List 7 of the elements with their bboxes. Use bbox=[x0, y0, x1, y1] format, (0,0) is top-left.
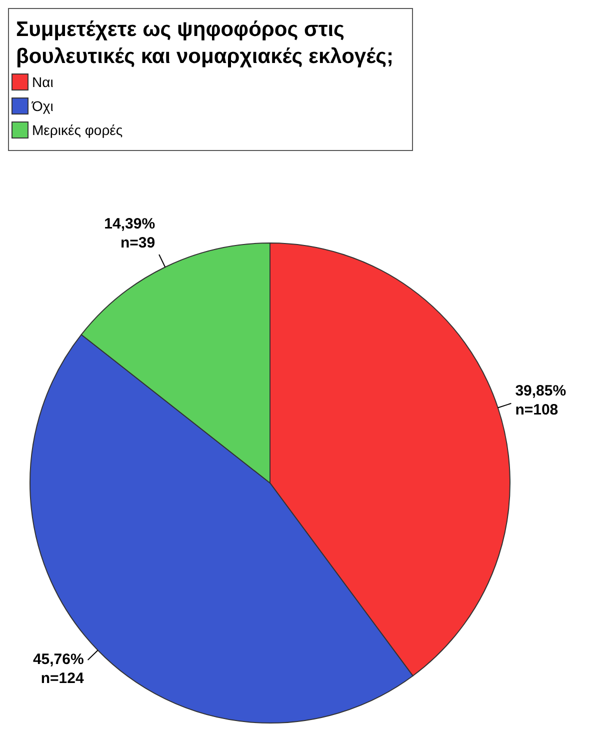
legend-label: Ναι bbox=[32, 74, 54, 90]
legend-label: Μερικές φορές bbox=[32, 122, 123, 138]
data-label: 39,85% n=108 bbox=[515, 382, 566, 418]
legend-label: Όχι bbox=[31, 98, 54, 114]
data-label: 14,39% n=39 bbox=[104, 216, 156, 252]
data-label: 45,76% n=124 bbox=[32, 650, 84, 687]
legend-title: Συμμετέχετε ως ψηφοφόρος στις βουλευτικές και νομαρχιακές εκλογές; bbox=[16, 18, 394, 68]
